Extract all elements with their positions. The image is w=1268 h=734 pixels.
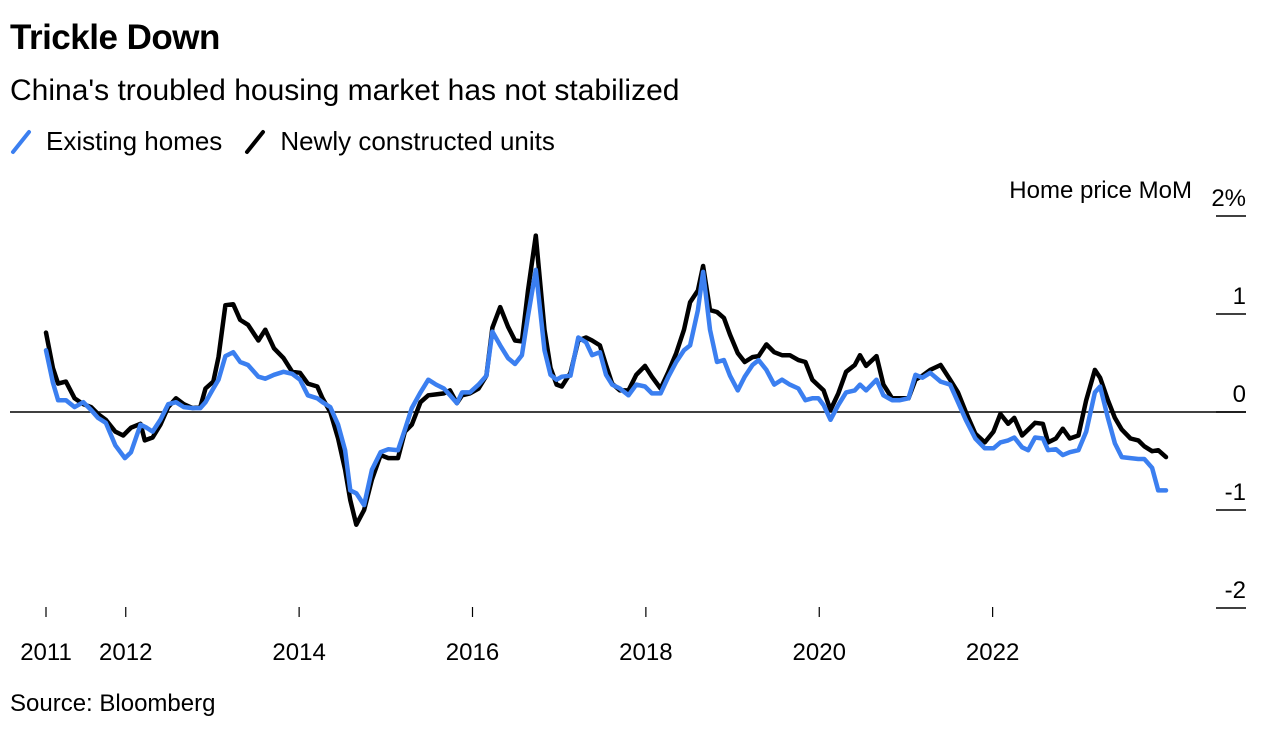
y-axis-label: Home price MoM — [1009, 177, 1192, 204]
legend: Existing homes Newly constructed units — [10, 126, 577, 157]
legend-label-existing-homes: Existing homes — [46, 126, 223, 156]
y-tick-label: 1 — [1233, 283, 1246, 310]
y-tick-label: -2 — [1225, 577, 1246, 604]
legend-swatch-existing-homes — [11, 129, 31, 154]
chart-subtitle: China's troubled housing market has not … — [10, 74, 680, 107]
chart-title: Trickle Down — [10, 18, 220, 57]
y-tick-label: 2% — [1211, 185, 1246, 212]
y-tick-label: 0 — [1233, 381, 1246, 408]
legend-swatch-newly-constructed — [245, 129, 266, 154]
x-tick-label: 2016 — [446, 639, 499, 666]
x-tick-label: 2011 — [20, 639, 72, 666]
series-lines — [43, 233, 1169, 527]
x-tick-label: 2012 — [99, 639, 152, 666]
x-axis: 2011 2012 2014 2016 2018 2020 2022 — [20, 607, 1019, 666]
x-tick-label: 2022 — [966, 639, 1019, 666]
series-line-existing-homes — [43, 267, 1169, 508]
x-tick-label: 2018 — [619, 639, 672, 666]
legend-item-newly-constructed: Newly constructed units — [244, 126, 555, 157]
y-axis: 2% 1 0 -1 -2 Home price MoM — [1009, 177, 1246, 609]
series-line-newly-constructed-units — [43, 233, 1169, 527]
legend-item-existing-homes: Existing homes — [10, 126, 222, 157]
x-tick-label: 2014 — [272, 639, 325, 666]
legend-label-newly-constructed: Newly constructed units — [280, 126, 555, 156]
x-tick-label: 2020 — [793, 639, 846, 666]
source-note: Source: Bloomberg — [10, 690, 216, 717]
y-tick-label: -1 — [1225, 479, 1246, 506]
